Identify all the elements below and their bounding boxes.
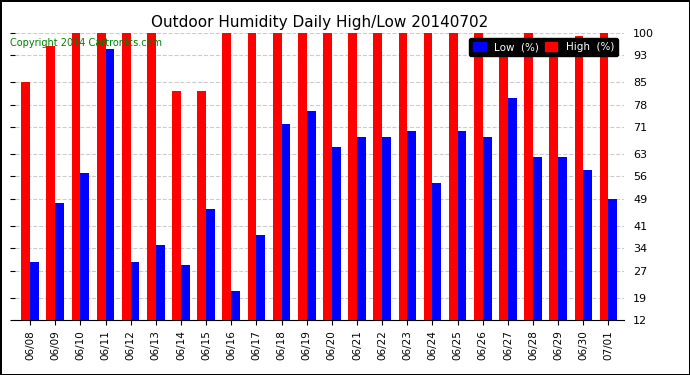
Bar <box>282 124 290 360</box>
Bar <box>156 245 165 360</box>
Bar <box>357 137 366 360</box>
Bar <box>206 209 215 360</box>
Bar <box>382 137 391 360</box>
Bar <box>307 111 315 360</box>
Bar <box>172 92 181 360</box>
Bar <box>448 33 457 360</box>
Bar <box>499 39 508 360</box>
Bar <box>609 200 618 360</box>
Bar <box>106 49 115 360</box>
Bar <box>424 33 433 360</box>
Bar <box>524 33 533 360</box>
Bar <box>181 265 190 360</box>
Text: Copyright 2014 Cartronics.com: Copyright 2014 Cartronics.com <box>10 38 162 48</box>
Bar <box>575 36 583 360</box>
Legend: Low  (%), High  (%): Low (%), High (%) <box>469 38 618 56</box>
Bar <box>130 261 139 360</box>
Bar <box>508 98 517 360</box>
Bar <box>583 170 592 360</box>
Bar <box>46 46 55 360</box>
Bar <box>257 236 265 360</box>
Bar <box>231 291 240 360</box>
Bar <box>222 33 231 360</box>
Bar <box>55 202 64 360</box>
Bar <box>21 82 30 360</box>
Bar <box>298 33 307 360</box>
Bar <box>147 33 156 360</box>
Title: Outdoor Humidity Daily High/Low 20140702: Outdoor Humidity Daily High/Low 20140702 <box>150 15 488 30</box>
Bar <box>122 33 130 360</box>
Bar <box>399 33 407 360</box>
Bar <box>373 33 382 360</box>
Bar <box>433 183 442 360</box>
Bar <box>483 137 491 360</box>
Bar <box>80 173 89 360</box>
Bar <box>457 130 466 360</box>
Bar <box>407 130 416 360</box>
Bar <box>248 33 257 360</box>
Bar <box>533 157 542 360</box>
Bar <box>332 147 341 360</box>
Bar <box>600 33 609 360</box>
Bar <box>197 92 206 360</box>
Bar <box>474 33 483 360</box>
Bar <box>30 261 39 360</box>
Bar <box>558 157 567 360</box>
Bar <box>348 33 357 360</box>
Bar <box>72 33 80 360</box>
Bar <box>97 33 106 360</box>
Bar <box>549 42 558 360</box>
Bar <box>323 33 332 360</box>
Bar <box>273 33 282 360</box>
